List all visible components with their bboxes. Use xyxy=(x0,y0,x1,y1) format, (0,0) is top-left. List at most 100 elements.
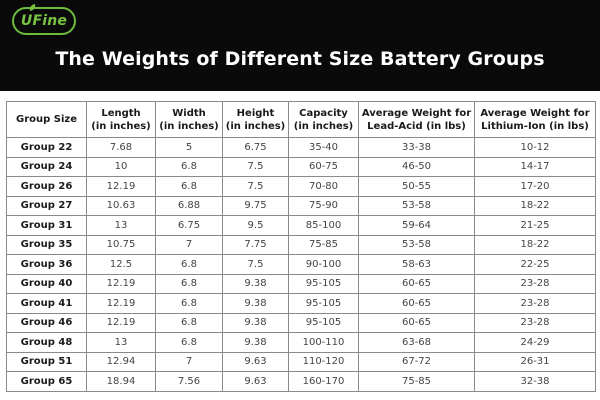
cell-width: 7 xyxy=(155,234,223,255)
cell-height: 9.75 xyxy=(222,195,289,216)
cell-length: 10.63 xyxy=(86,195,156,216)
cell-lithium-ion-weight: 26-31 xyxy=(474,351,596,372)
cell-lead-acid-weight: 59-64 xyxy=(358,215,475,236)
table-row: Group 24 10 6.8 7.5 60-75 46-50 14-17 xyxy=(6,156,596,177)
cell-length: 12.19 xyxy=(86,176,156,197)
cell-width: 5 xyxy=(155,137,223,158)
table-row: Group 41 12.19 6.8 9.38 95-105 60-65 23-28 xyxy=(6,293,596,314)
table-row: Group 27 10.63 6.88 9.75 75-90 53-58 18-22 xyxy=(6,195,596,216)
table-row: Group 22 7.68 5 6.75 35-40 33-38 10-12 xyxy=(6,137,596,158)
cell-width: 6.8 xyxy=(155,254,223,275)
cell-lead-acid-weight: 33-38 xyxy=(358,137,475,158)
cell-width: 7 xyxy=(155,351,223,372)
cell-width: 7.56 xyxy=(155,371,223,392)
table-row: Group 65 18.94 7.56 9.63 160-170 75-85 32-38 xyxy=(6,371,596,392)
cell-lead-acid-weight: 67-72 xyxy=(358,351,475,372)
header-lead-acid-weight: Average Weight for Lead-Acid (in lbs) xyxy=(358,101,475,138)
battery-weights-table: Group Size Length (in inches) Width (in in… xyxy=(6,101,596,392)
table-row: Group 36 12.5 6.8 7.5 90-100 58-63 22-25 xyxy=(6,254,596,275)
cell-length: 12.19 xyxy=(86,312,156,333)
cell-length: 12.5 xyxy=(86,254,156,275)
brand-logo: UFine xyxy=(12,3,76,35)
table-row: Group 40 12.19 6.8 9.38 95-105 60-65 23-28 xyxy=(6,273,596,294)
cell-width: 6.8 xyxy=(155,332,223,353)
cell-height: 7.5 xyxy=(222,254,289,275)
cell-lead-acid-weight: 75-85 xyxy=(358,371,475,392)
leaf-icon xyxy=(28,3,37,12)
header-length: Length (in inches) xyxy=(86,101,156,138)
cell-capacity: 35-40 xyxy=(288,137,359,158)
header-group-size: Group Size xyxy=(6,101,87,138)
cell-width: 6.8 xyxy=(155,293,223,314)
cell-lithium-ion-weight: 23-28 xyxy=(474,293,596,314)
header-width: Width (in inches) xyxy=(155,101,223,138)
cell-width: 6.8 xyxy=(155,176,223,197)
cell-height: 7.5 xyxy=(222,176,289,197)
cell-lead-acid-weight: 63-68 xyxy=(358,332,475,353)
cell-group-size: Group 41 xyxy=(6,293,87,314)
cell-group-size: Group 26 xyxy=(6,176,87,197)
cell-capacity: 160-170 xyxy=(288,371,359,392)
cell-length: 10 xyxy=(86,156,156,177)
cell-lithium-ion-weight: 24-29 xyxy=(474,332,596,353)
cell-length: 12.19 xyxy=(86,293,156,314)
cell-group-size: Group 24 xyxy=(6,156,87,177)
cell-height: 7.75 xyxy=(222,234,289,255)
cell-capacity: 70-80 xyxy=(288,176,359,197)
cell-group-size: Group 36 xyxy=(6,254,87,275)
table-header-row: Group Size Length (in inches) Width (in in… xyxy=(6,101,596,138)
cell-lithium-ion-weight: 23-28 xyxy=(474,273,596,294)
table-row: Group 35 10.75 7 7.75 75-85 53-58 18-22 xyxy=(6,234,596,255)
cell-lithium-ion-weight: 18-22 xyxy=(474,234,596,255)
cell-length: 12.94 xyxy=(86,351,156,372)
cell-lithium-ion-weight: 17-20 xyxy=(474,176,596,197)
cell-group-size: Group 27 xyxy=(6,195,87,216)
cell-lead-acid-weight: 60-65 xyxy=(358,293,475,314)
cell-capacity: 110-120 xyxy=(288,351,359,372)
cell-group-size: Group 35 xyxy=(6,234,87,255)
cell-width: 6.88 xyxy=(155,195,223,216)
header-capacity: Capacity (in inches) xyxy=(288,101,359,138)
cell-lithium-ion-weight: 23-28 xyxy=(474,312,596,333)
cell-height: 9.38 xyxy=(222,293,289,314)
cell-lithium-ion-weight: 32-38 xyxy=(474,371,596,392)
table-row: Group 46 12.19 6.8 9.38 95-105 60-65 23-28 xyxy=(6,312,596,333)
page-title: The Weights of Different Size Battery Gr… xyxy=(55,48,545,70)
cell-group-size: Group 46 xyxy=(6,312,87,333)
cell-lead-acid-weight: 53-58 xyxy=(358,234,475,255)
table-row: Group 51 12.94 7 9.63 110-120 67-72 26-31 xyxy=(6,351,596,372)
cell-width: 6.8 xyxy=(155,156,223,177)
cell-height: 9.5 xyxy=(222,215,289,236)
cell-height: 9.63 xyxy=(222,351,289,372)
cell-lithium-ion-weight: 22-25 xyxy=(474,254,596,275)
cell-width: 6.8 xyxy=(155,273,223,294)
table-sheet: Group Size Length (in inches) Width (in in… xyxy=(0,91,600,400)
cell-length: 7.68 xyxy=(86,137,156,158)
cell-group-size: Group 31 xyxy=(6,215,87,236)
cell-length: 10.75 xyxy=(86,234,156,255)
cell-length: 13 xyxy=(86,215,156,236)
cell-lead-acid-weight: 60-65 xyxy=(358,273,475,294)
cell-lead-acid-weight: 58-63 xyxy=(358,254,475,275)
cell-lead-acid-weight: 50-55 xyxy=(358,176,475,197)
header-lithium-ion-weight: Average Weight for Lithium-Ion (in lbs) xyxy=(474,101,596,138)
cell-lithium-ion-weight: 14-17 xyxy=(474,156,596,177)
cell-height: 9.38 xyxy=(222,273,289,294)
cell-capacity: 90-100 xyxy=(288,254,359,275)
cell-capacity: 95-105 xyxy=(288,273,359,294)
cell-capacity: 95-105 xyxy=(288,293,359,314)
cell-group-size: Group 22 xyxy=(6,137,87,158)
cell-capacity: 60-75 xyxy=(288,156,359,177)
cell-lithium-ion-weight: 10-12 xyxy=(474,137,596,158)
table-body: Group 22 7.68 5 6.75 35-40 33-38 10-12 Group 24… xyxy=(6,137,596,392)
cell-length: 12.19 xyxy=(86,273,156,294)
table-row: Group 26 12.19 6.8 7.5 70-80 50-55 17-20 xyxy=(6,176,596,197)
cell-length: 18.94 xyxy=(86,371,156,392)
cell-capacity: 100-110 xyxy=(288,332,359,353)
cell-group-size: Group 40 xyxy=(6,273,87,294)
cell-lithium-ion-weight: 18-22 xyxy=(474,195,596,216)
cell-lithium-ion-weight: 21-25 xyxy=(474,215,596,236)
cell-lead-acid-weight: 53-58 xyxy=(358,195,475,216)
cell-height: 6.75 xyxy=(222,137,289,158)
cell-capacity: 85-100 xyxy=(288,215,359,236)
